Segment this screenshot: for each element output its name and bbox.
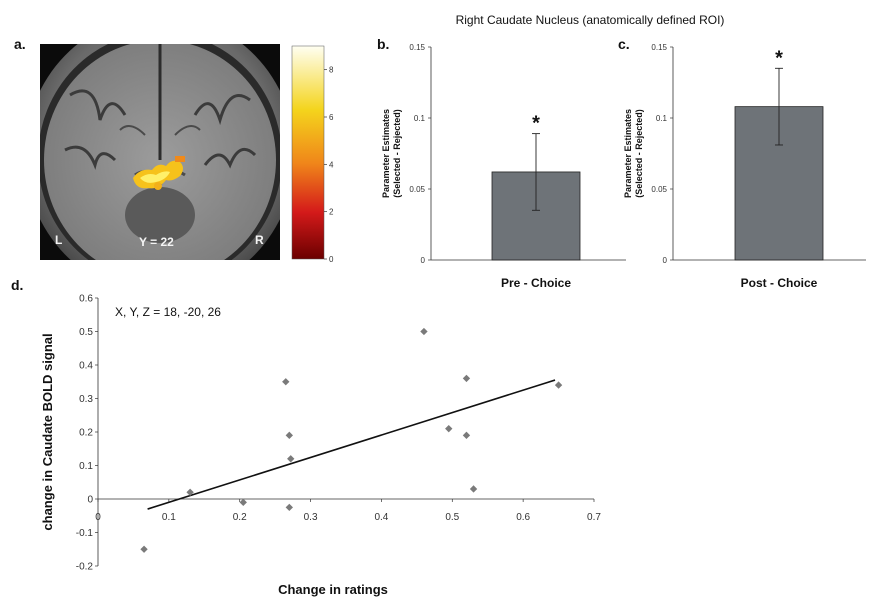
y-tick-label: 0.05	[651, 185, 667, 194]
y-axis-title: change in Caudate BOLD signal	[40, 333, 55, 530]
scatter-point	[420, 327, 428, 336]
scatter-point	[287, 455, 295, 463]
panel-label-c: c.	[618, 36, 630, 52]
y-tick-label: 0.3	[79, 394, 93, 405]
y-tick-label: 0.1	[414, 114, 426, 123]
x-tick-label: 0	[95, 512, 101, 523]
bar-chart-post-choice: 0 0.05 0.1 0.15 Parameter Estimates (Selected…	[623, 43, 866, 290]
scatter-point	[282, 378, 290, 386]
scatter-point	[285, 431, 293, 440]
significance-star: *	[532, 113, 540, 135]
panel-label-d: d.	[11, 277, 24, 293]
colorbar: 0 2 4 6 8	[291, 45, 334, 264]
coordinates-annotation: X, Y, Z = 18, -20, 26	[115, 305, 221, 319]
colorbar-tick-label: 0	[329, 255, 334, 264]
colorbar-tick-label: 6	[329, 113, 334, 122]
y-tick-label: -0.1	[76, 528, 94, 539]
y-tick-label: 0.05	[409, 185, 425, 194]
y-axis-title-line1: Parameter Estimates	[381, 109, 391, 198]
x-category-label: Pre - Choice	[501, 276, 571, 290]
panel-label-a: a.	[14, 36, 26, 52]
colorbar-tick-label: 2	[329, 208, 334, 217]
scatter-point	[554, 381, 563, 389]
y-tick-label: 0.1	[656, 114, 668, 123]
x-category-label: Post - Choice	[741, 276, 818, 290]
y-tick-label: 0.6	[79, 294, 93, 305]
scatter-point	[140, 545, 148, 553]
significance-star: *	[775, 47, 783, 69]
x-axis-title: Change in ratings	[278, 582, 388, 597]
scatter-point	[469, 485, 478, 493]
x-tick-label: 0.2	[233, 512, 247, 523]
y-tick-label: 0.15	[409, 43, 425, 52]
scatter-plot: -0.2-0.100.10.20.30.40.50.60 0.1 0.2 0.3 0.4…	[40, 294, 601, 598]
y-tick-label: 0.5	[79, 327, 93, 338]
colorbar-tick-label: 8	[329, 66, 334, 75]
figure-title: Right Caudate Nucleus (anatomically defi…	[455, 13, 725, 27]
x-tick-label: 0.7	[587, 512, 601, 523]
x-tick-label: 0.4	[374, 512, 388, 523]
x-tick-label: 0.3	[304, 512, 318, 523]
scatter-point	[462, 374, 471, 383]
scatter-point	[285, 503, 293, 512]
scatter-point	[239, 498, 247, 507]
y-axis-title-line1: Parameter Estimates	[623, 109, 633, 198]
x-tick-label: 0.1	[162, 512, 176, 523]
scatter-point	[445, 424, 453, 433]
y-tick-label: 0	[421, 256, 426, 265]
y-axis-title-line2: (Selected - Rejected)	[392, 109, 402, 198]
y-tick-label: 0.4	[79, 361, 93, 372]
y-tick-label: 0.2	[79, 428, 93, 439]
y-tick-label: 0.1	[79, 461, 93, 472]
brain-slice-image: L Y = 22 R	[40, 44, 280, 260]
bar-chart-pre-choice: 0 0.05 0.1 0.15 Parameter Estimates (Selected…	[381, 43, 626, 290]
brain-slice-label: Y = 22	[139, 235, 174, 249]
y-tick-label: 0	[87, 495, 93, 506]
y-tick-label: 0.15	[651, 43, 667, 52]
panel-label-b: b.	[377, 36, 390, 52]
regression-line	[147, 379, 556, 510]
x-tick-label: 0.6	[516, 512, 530, 523]
y-tick-label: -0.2	[76, 562, 94, 573]
x-tick-label: 0.5	[445, 512, 459, 523]
colorbar-tick-label: 4	[329, 160, 334, 169]
brain-left-label: L	[55, 233, 62, 247]
brain-right-label: R	[255, 233, 264, 247]
y-tick-label: 0	[663, 256, 668, 265]
scatter-point	[462, 431, 471, 440]
y-axis-title-line2: (Selected - Rejected)	[634, 109, 644, 198]
